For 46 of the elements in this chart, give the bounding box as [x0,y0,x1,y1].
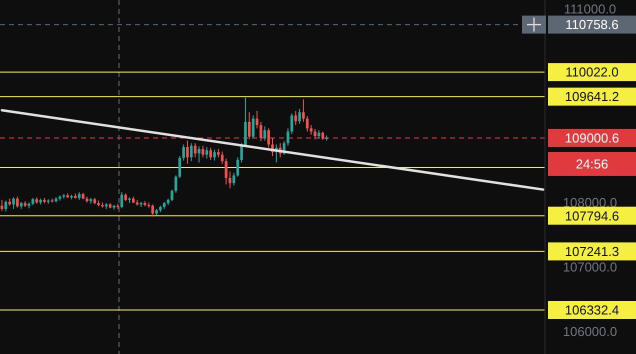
candlestick [170,189,174,202]
candlestick [298,108,301,124]
candlestick [256,110,258,129]
candlestick [236,156,240,178]
candlestick [16,196,19,208]
candlestick [120,192,124,209]
candlestick [302,98,305,122]
ref-line-label: 107794.6 [564,208,620,224]
y-tick-label: 107000.0 [562,260,618,274]
candlestick [174,174,178,194]
y-tick-label: 106000.0 [562,324,618,339]
candlestick [202,145,204,158]
candlestick [190,142,193,162]
ref-line-label: 109641.2 [564,89,620,104]
ref-line-label: 107241.3 [564,244,620,259]
candlestick [194,142,197,158]
candlestick [306,116,309,132]
ref-line-label: 110022.0 [565,64,619,80]
candlestick [213,149,216,162]
candlestick [260,121,262,142]
candlestick [4,200,8,212]
y-tick-label: 111000.0 [564,2,616,17]
candlestick [286,128,290,146]
text: 24:56 [576,156,608,172]
candlestick [182,144,185,162]
ref-line-label: 106332.4 [564,302,620,318]
candlestick [224,158,228,185]
candlestick [248,112,251,140]
ref-line-label: 109000.6 [564,130,620,146]
candlestick [151,204,154,218]
candlestick [178,156,182,178]
candlestick [240,142,243,163]
ref-line-label: 110758.6 [565,17,619,32]
candlestick [290,112,294,135]
candlestick [244,96,247,148]
candlestick [314,128,316,140]
y-tick-label: 108000.0 [562,195,618,210]
candlestick [209,147,212,160]
candlestick [252,114,255,140]
candlestick [12,196,15,210]
candlestick [0,199,4,212]
candlestick [228,171,232,189]
candlestick [198,146,200,163]
candlestick [267,128,270,148]
candlestick [205,146,208,160]
candlestick [186,140,189,164]
